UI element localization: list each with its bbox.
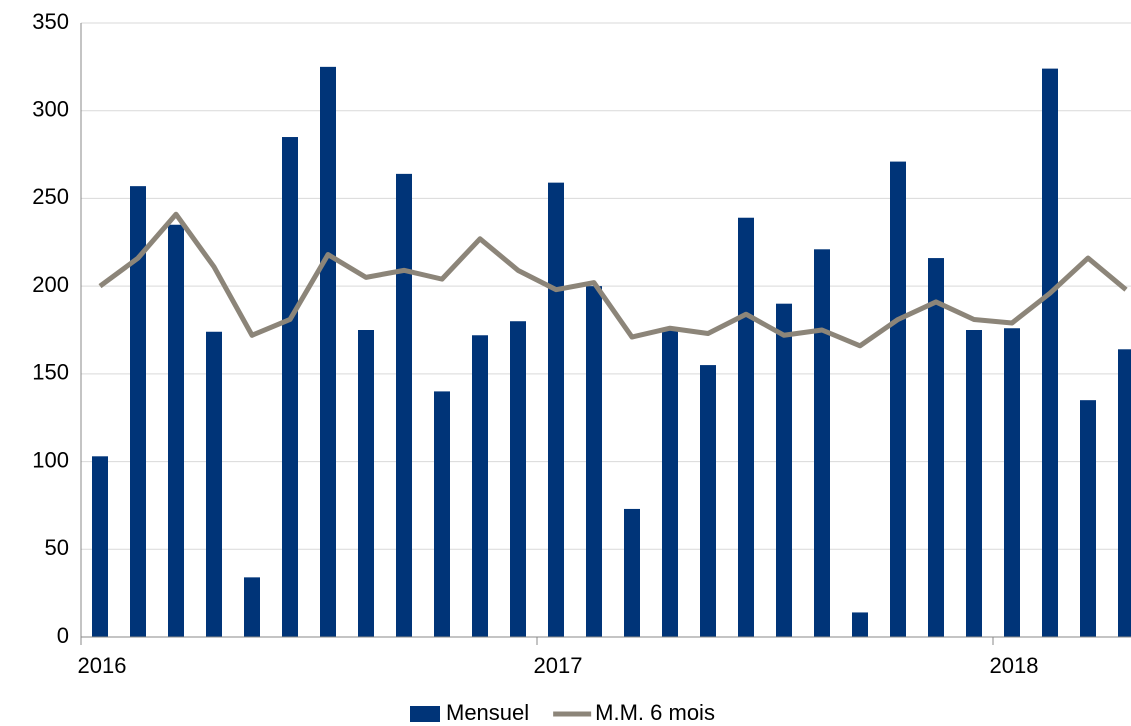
line [98,211,1128,349]
bar [434,391,450,637]
bar [358,330,374,637]
bar [890,161,906,638]
bar [206,331,222,637]
legend-label: Mensuel [446,700,529,725]
legend-label: M.M. 6 mois [595,700,715,725]
y-tick-label: 50 [45,535,69,560]
bar [168,224,184,637]
bar [396,173,412,637]
bar [244,577,260,637]
x-tick-label: 2018 [990,653,1039,678]
y-tick-label: 350 [32,9,69,34]
bar [928,258,944,637]
bar [282,137,298,637]
bar [320,66,336,638]
bar [776,303,792,637]
bar [1004,328,1020,637]
bar [852,612,868,637]
bar [700,365,716,637]
x-tick-label: 2016 [78,653,127,678]
legend-swatch [410,706,440,722]
bar [662,330,678,637]
bar [510,321,526,637]
bar [1118,349,1131,637]
y-tick-label: 300 [32,97,69,122]
bar [472,335,488,637]
bar [548,182,564,637]
bar [624,508,640,637]
bar [586,286,602,637]
bar [738,217,754,637]
bar [1042,68,1058,637]
bar [814,249,830,637]
y-tick-label: 0 [57,623,69,648]
y-tick-label: 100 [32,447,69,472]
y-tick-label: 250 [32,184,69,209]
x-tick-label: 2017 [534,653,583,678]
bar [966,330,982,637]
bar [130,186,146,638]
y-tick-label: 150 [32,360,69,385]
bar [92,456,108,637]
bar [1080,400,1096,637]
y-tick-label: 200 [32,272,69,297]
